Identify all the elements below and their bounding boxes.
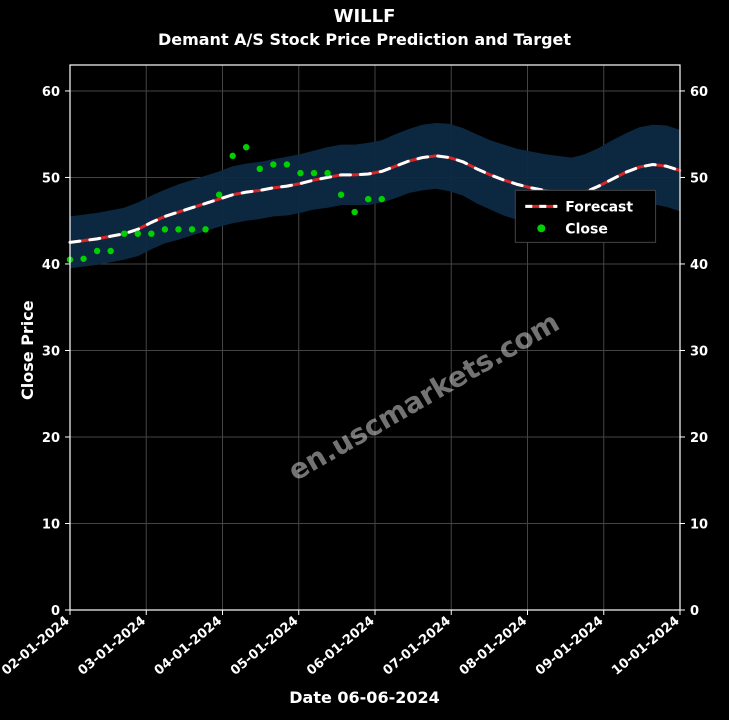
chart-subtitle: Demant A/S Stock Price Prediction and Ta… <box>0 30 729 49</box>
legend-label-close: Close <box>565 221 608 237</box>
chart-container: WILLF Demant A/S Stock Price Prediction … <box>0 0 729 720</box>
close-marker <box>365 196 371 202</box>
close-marker <box>257 166 263 172</box>
xtick-label: 08-01-2024 <box>457 614 530 679</box>
xtick-label: 04-01-2024 <box>152 614 225 679</box>
ytick-label-left: 20 <box>42 431 60 446</box>
ytick-label-left: 10 <box>42 517 60 532</box>
close-marker <box>94 248 100 254</box>
close-marker <box>229 153 235 159</box>
close-marker <box>216 192 222 198</box>
close-marker <box>80 256 86 262</box>
ytick-label-left: 30 <box>42 344 60 359</box>
x-axis-label: Date 06-06-2024 <box>0 688 729 707</box>
xtick-label: 07-01-2024 <box>380 614 453 679</box>
close-marker <box>189 226 195 232</box>
close-marker <box>297 170 303 176</box>
ytick-label-right: 30 <box>690 344 708 359</box>
close-marker <box>121 230 127 236</box>
close-marker <box>351 209 357 215</box>
close-marker <box>243 144 249 150</box>
ytick-label-left: 50 <box>42 171 60 186</box>
close-marker <box>270 161 276 167</box>
close-marker <box>135 230 141 236</box>
ytick-label-left: 40 <box>42 258 60 273</box>
xtick-label: 03-01-2024 <box>75 614 148 679</box>
xtick-label: 09-01-2024 <box>533 614 606 679</box>
legend: Forecast Close <box>515 190 655 242</box>
xtick-label: 05-01-2024 <box>228 614 301 679</box>
close-marker <box>311 170 317 176</box>
ytick-label-right: 20 <box>690 431 708 446</box>
legend-label-forecast: Forecast <box>565 199 633 215</box>
close-marker <box>324 170 330 176</box>
close-marker <box>148 230 154 236</box>
close-marker <box>107 248 113 254</box>
close-marker <box>175 226 181 232</box>
close-marker <box>162 226 168 232</box>
plot-area: 0010102020303040405050606002-01-202403-0… <box>0 0 729 720</box>
xtick-label: 06-01-2024 <box>304 614 377 679</box>
ytick-label-right: 40 <box>690 258 708 273</box>
ytick-label-left: 60 <box>42 85 60 100</box>
close-marker <box>284 161 290 167</box>
close-marker <box>379 196 385 202</box>
ytick-label-right: 10 <box>690 517 708 532</box>
xtick-label: 10-01-2024 <box>609 614 682 679</box>
close-marker <box>202 226 208 232</box>
ytick-label-right: 60 <box>690 85 708 100</box>
chart-title: WILLF <box>0 6 729 27</box>
ytick-label-right: 0 <box>690 604 699 619</box>
ytick-label-right: 50 <box>690 171 708 186</box>
close-marker <box>338 192 344 198</box>
y-axis-label: Close Price <box>18 300 37 400</box>
xtick-label: 02-01-2024 <box>0 614 73 679</box>
